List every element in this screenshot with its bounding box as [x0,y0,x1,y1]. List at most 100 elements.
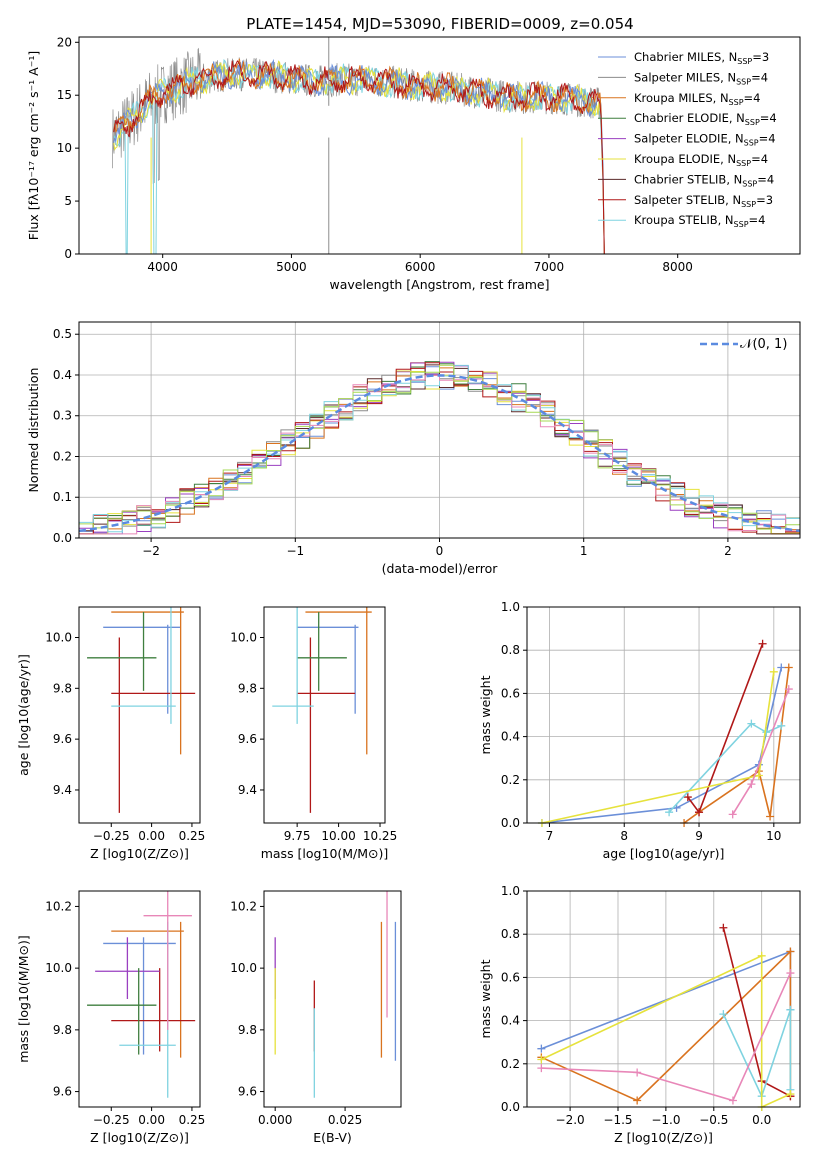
legend-entry-label: Kroupa ELODIE, NSSP=4 [634,152,768,168]
y-axis-label: mass weight [478,675,493,754]
x-tick-label: 0 [436,544,444,558]
weight-series-line [722,1009,792,1099]
legend-entry-label: Salpeter ELODIE, NSSP=4 [634,132,776,148]
legend-subscript: SSP [737,57,752,66]
x-axis-label: wavelength [Angstrom, rest frame] [329,277,549,292]
y-tick-label: 0.2 [501,1057,520,1071]
y-tick-label: 10.2 [45,899,72,913]
weight-marker [719,1010,728,1019]
weight-marker [537,1044,546,1053]
legend-subscript: SSP [742,179,757,188]
x-axis-label: (data-model)/error [382,561,499,576]
legend-series-name: Salpeter ELODIE, N [634,132,744,146]
x-tick-label: 1 [580,544,588,558]
y-tick-label: 0.8 [501,927,520,941]
weight-marker [747,719,756,728]
y-tick-label: 0.6 [501,970,520,984]
legend-series-name: Chabrier ELODIE, N [634,111,745,125]
x-tick-label: −1 [286,544,304,558]
y-tick-label: 0.0 [501,1100,520,1114]
axes-frame [263,606,386,824]
x-tick-label: 7 [546,829,554,843]
weight-marker [786,1005,795,1014]
residual-histogram-panel: −2 −1 0 1 2 0.0 0.1 0.2 0.3 0.4 0.5 (data-model)/er… [26,321,801,576]
weight-marker [786,969,795,978]
age-vs-mass-panel: 9.75 10.00 10.25 9.4 9.6 9.8 10.0 mass [log10(M… [230,606,397,861]
axes-frame [78,890,201,1108]
x-axis-label: E(B-V) [313,1130,352,1145]
x-tick-label: 9 [695,829,703,843]
x-axis-label: mass [log10(M/M⊙)] [261,846,389,861]
x-tick-label: 0.000 [258,1113,292,1127]
y-tick-label: 5 [64,194,72,208]
legend-entry-label: Salpeter MILES, NSSP=4 [634,70,768,86]
model-spectrum-line [113,58,605,254]
y-tick-label: 9.8 [53,1023,72,1037]
y-tick-label: 9.8 [53,681,72,695]
legend-subscript: SSP [745,118,760,127]
x-tick-label: 4000 [147,260,178,274]
legend-entry-label: Salpeter STELIB, NSSP=3 [634,193,773,209]
legend-entry-label: Chabrier ELODIE, NSSP=4 [634,111,777,127]
weight-marker [766,812,775,821]
legend-subscript: SSP [729,98,744,107]
legend-series-name: Kroupa ELODIE, N [634,152,736,166]
weight-vs-metallicity-panel: −2.0 −1.5 −1.0 −0.5 0.0 0.0 0.2 0.4 0.6 0.8 1.0 Z [… [478,884,801,1145]
legend-count: =4 [757,172,774,186]
legend-count: =3 [752,50,769,64]
legend-subscript: SSP [734,220,749,229]
y-tick-label: 0.1 [53,490,72,504]
x-tick-label: −0.5 [699,1113,728,1127]
x-tick-label: 0.00 [138,829,165,843]
weight-vs-age-panel: 7 8 9 10 0.0 0.2 0.4 0.6 0.8 1.0 age [log10(age/yr… [478,600,801,861]
x-tick-label: 8000 [662,260,693,274]
y-tick-label: 0 [64,247,72,261]
weight-marker [683,793,692,802]
legend-series-name: Salpeter MILES, N [634,70,736,84]
weight-marker [757,951,766,960]
y-tick-label: 9.8 [238,1023,257,1037]
weight-marker [537,1055,546,1064]
x-axis-label: age [log10(age/yr)] [603,846,725,861]
weight-marker [784,685,793,694]
y-tick-label: 20 [57,35,72,49]
y-axis-label: mass [log10(M/M⊙)] [16,935,31,1063]
y-tick-label: 10.0 [45,630,72,644]
x-axis-label: Z [log10(Z/Z⊙)] [90,846,189,861]
y-tick-label: 1.0 [501,884,520,898]
x-tick-label: 5000 [276,260,307,274]
x-tick-label: −1.5 [603,1113,632,1127]
legend-series-name: Chabrier MILES, N [634,50,737,64]
axes-frame [263,890,402,1108]
legend-count: =4 [751,152,768,166]
y-tick-label: 0.4 [501,1014,520,1028]
legend-count: =4 [749,213,766,227]
y-axis-label: mass weight [478,959,493,1038]
normal-legend-label: 𝒩(0, 1) [740,337,787,352]
y-axis-label: age [log10(age/yr)] [16,654,31,776]
axes-frame [526,606,801,824]
x-tick-label: 10.00 [321,829,355,843]
y-tick-label: 10.0 [230,630,257,644]
weight-marker [537,1064,546,1073]
weight-marker [728,1096,737,1105]
y-tick-label: 10.0 [45,961,72,975]
weight-marker [665,808,674,817]
x-tick-label: 7000 [534,260,565,274]
histogram-step [79,364,800,530]
legend-entry-label: Chabrier MILES, NSSP=3 [634,50,769,66]
weight-marker [758,639,767,648]
y-tick-label: 9.6 [238,732,257,746]
weight-marker [747,780,756,789]
x-tick-label: 8 [620,829,628,843]
y-tick-label: 0.0 [53,531,72,545]
y-tick-label: 0.4 [53,368,72,382]
weight-marker [786,1090,795,1099]
legend-count: =4 [744,91,761,105]
y-tick-label: 0.6 [501,686,520,700]
weight-marker [769,667,778,676]
weight-marker [784,663,793,672]
y-axis-label: Normed distribution [26,368,41,493]
weight-marker [762,728,771,737]
weight-marker [719,923,728,932]
